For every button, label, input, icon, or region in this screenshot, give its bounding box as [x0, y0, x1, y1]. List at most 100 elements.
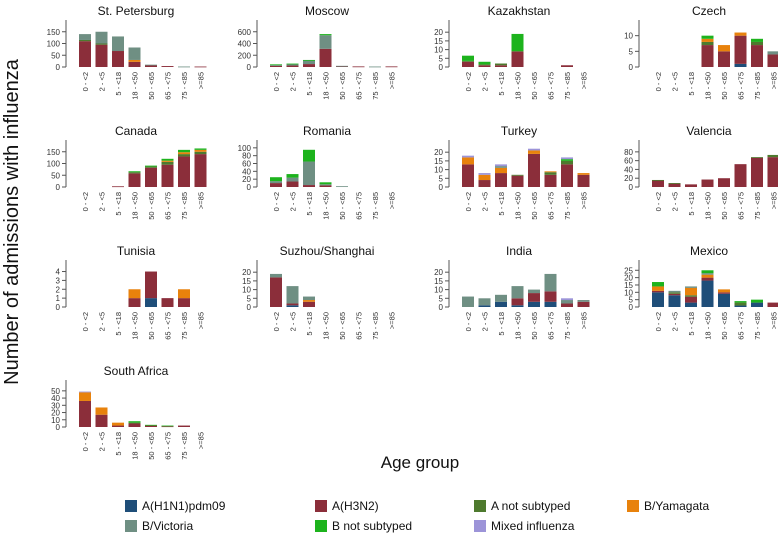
y-tick-label: 50 — [51, 171, 60, 180]
y-tick-label: 10 — [242, 286, 251, 295]
x-tick-label: >=85 — [770, 192, 778, 209]
x-tick-label: >=85 — [770, 312, 778, 329]
bar-segment — [270, 277, 282, 307]
bar-segment — [128, 173, 141, 187]
x-tick-label: 0 - <2 — [272, 192, 281, 211]
bar-segment — [161, 158, 174, 161]
bar-segment — [145, 425, 157, 427]
panel-moscow: Moscow 0 200 400 600 0 - <2 2 - <5 5 - <18 18 - … — [238, 4, 398, 100]
legend-swatch — [315, 500, 327, 512]
bar-segment — [286, 305, 299, 307]
bar-segment — [79, 41, 91, 67]
bar-segment — [701, 45, 714, 67]
bar-segment — [544, 301, 557, 307]
bar-segment — [161, 160, 174, 162]
y-tick-label: 1 — [56, 294, 61, 303]
bar-segment — [161, 164, 174, 187]
panel-title: India — [506, 244, 532, 258]
bar-segment — [751, 157, 763, 158]
x-tick-label: 75 - <85 — [180, 72, 189, 100]
x-tick-label: 65 - <75 — [547, 72, 556, 100]
bar-segment — [128, 421, 141, 423]
bar-segment — [701, 274, 714, 278]
bar-segment — [178, 289, 190, 299]
y-tick-label: 80 — [242, 152, 251, 161]
x-tick-label: 5 - <18 — [114, 312, 123, 336]
bar-segment — [319, 48, 332, 67]
bar-segment — [79, 392, 91, 401]
x-tick-label: 18 - <50 — [704, 192, 713, 220]
bar-segment — [511, 33, 524, 52]
x-tick-label: 75 - <85 — [753, 192, 762, 220]
bar-segment — [701, 41, 714, 46]
x-tick-label: 50 - <65 — [338, 312, 347, 340]
x-tick-label: 0 - <2 — [464, 312, 473, 331]
bar-segment — [112, 422, 124, 426]
y-tick-label: 15 — [434, 37, 443, 46]
bar-segment — [319, 185, 332, 187]
x-tick-label: 50 - <65 — [530, 312, 539, 340]
x-tick-label: 65 - <75 — [355, 312, 364, 340]
y-tick-label: 60 — [624, 157, 633, 166]
x-tick-label: 2 - <5 — [98, 432, 107, 451]
y-tick-label: 100 — [47, 160, 61, 169]
y-tick-label: 5 — [629, 296, 634, 305]
panel-title: Canada — [115, 124, 157, 138]
y-tick-label: 0 — [629, 183, 634, 192]
y-tick-label: 60 — [242, 160, 251, 169]
bar-segment — [145, 298, 157, 307]
y-tick-label: 50 — [51, 387, 60, 396]
x-tick-label: 65 - <75 — [547, 192, 556, 220]
x-tick-label: >=85 — [770, 72, 778, 89]
x-tick-label: 50 - <65 — [147, 192, 156, 220]
bar-segment — [495, 65, 507, 67]
bar-segment — [319, 34, 332, 36]
x-tick-label: 0 - <2 — [272, 312, 281, 331]
bar-segment — [145, 167, 157, 187]
y-tick-label: 150 — [47, 148, 61, 157]
panel-title: Romania — [303, 124, 351, 138]
x-tick-label: 2 - <5 — [671, 72, 680, 91]
bar-segment — [495, 63, 507, 66]
bar-segment — [668, 183, 681, 187]
bar-segment — [561, 160, 573, 165]
x-tick-label: >=85 — [197, 432, 206, 449]
legend-swatch — [474, 500, 486, 512]
x-tick-label: 5 - <18 — [305, 312, 314, 336]
x-tick-label: 18 - <50 — [514, 72, 523, 100]
bar-segment — [701, 38, 714, 42]
x-tick-label: >=85 — [197, 72, 206, 89]
bar-segment — [462, 157, 474, 165]
y-tick-label: 3 — [56, 276, 61, 285]
y-tick-label: 10 — [434, 166, 443, 175]
x-tick-label: >=85 — [197, 192, 206, 209]
x-tick-label: 2 - <5 — [98, 192, 107, 211]
bar-segment — [145, 424, 157, 426]
bar-segment — [561, 159, 573, 161]
bar-segment — [751, 299, 763, 303]
bar-segment — [528, 289, 540, 294]
y-tick-label: 5 — [439, 54, 444, 63]
bar-segment — [561, 298, 573, 301]
y-tick-label: 15 — [624, 281, 633, 290]
x-tick-label: 5 - <18 — [497, 312, 506, 336]
y-tick-label: 20 — [434, 268, 443, 277]
y-tick-label: 20 — [242, 268, 251, 277]
x-tick-label: 75 - <85 — [563, 192, 572, 220]
bar-segment — [495, 164, 507, 167]
y-tick-label: 30 — [51, 401, 60, 410]
bar-segment — [270, 64, 282, 66]
bar-segment — [734, 32, 747, 36]
x-tick-label: 75 - <85 — [180, 432, 189, 460]
x-tick-label: 18 - <50 — [704, 312, 713, 340]
x-tick-label: 5 - <18 — [305, 72, 314, 96]
y-tick-label: 40 — [51, 394, 60, 403]
y-tick-label: 20 — [624, 274, 633, 283]
bar-segment — [652, 292, 664, 307]
legend: A(H1N1)pdm09 A(H3N2) A not subtyped B/Yamag… — [125, 499, 709, 533]
x-tick-label: 65 - <75 — [164, 72, 173, 100]
x-tick-label: 50 - <65 — [530, 72, 539, 100]
